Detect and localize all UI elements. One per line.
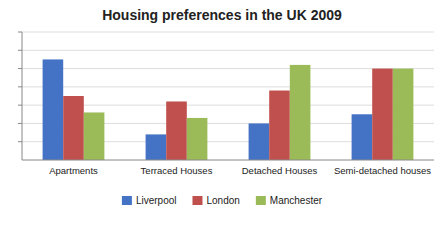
legend-label: Manchester xyxy=(270,195,323,206)
bar xyxy=(393,69,414,160)
bars xyxy=(43,59,414,160)
bar xyxy=(43,59,64,160)
y-tick xyxy=(18,68,22,69)
bar xyxy=(352,114,373,160)
legend: Liverpool London Manchester xyxy=(122,195,323,206)
y-axis-line xyxy=(22,32,23,160)
legend-label: Liverpool xyxy=(136,195,177,206)
title: Housing preferences in the UK 2009 xyxy=(102,7,342,23)
bar xyxy=(372,69,393,160)
y-tick xyxy=(18,105,22,106)
x-axis-line xyxy=(22,160,434,161)
y-tick xyxy=(18,123,22,124)
y-tick xyxy=(18,32,22,33)
legend-item: Liverpool xyxy=(122,195,177,206)
y-tick xyxy=(18,50,22,51)
grid-line xyxy=(22,32,434,33)
chart-container: Housing preferences in the UK 2009 Apartm… xyxy=(0,0,444,233)
legend-swatch xyxy=(256,196,266,205)
bar xyxy=(146,134,167,160)
chart-svg: Housing preferences in the UK 2009 Apartm… xyxy=(0,0,444,233)
bar xyxy=(269,91,290,160)
x-tick-label: Detached Houses xyxy=(242,165,318,176)
y-tick xyxy=(18,141,22,142)
y-tick xyxy=(18,86,22,87)
legend-item: London xyxy=(192,195,239,206)
legend-item: Manchester xyxy=(256,195,323,206)
legend-swatch xyxy=(192,196,202,205)
legend-label: London xyxy=(206,195,239,206)
x-tick-label: Apartments xyxy=(49,165,98,176)
bar xyxy=(249,123,270,160)
grid-line xyxy=(22,50,434,51)
x-tick-label: Terraced Houses xyxy=(141,165,213,176)
bar xyxy=(166,101,187,160)
bar xyxy=(187,118,208,160)
x-tick-label: Semi-detached houses xyxy=(334,165,431,176)
bar xyxy=(84,112,105,160)
axes: Apartments Terraced Houses Detached Houses… xyxy=(22,32,434,176)
bar xyxy=(290,65,311,160)
legend-swatch xyxy=(122,196,132,205)
bar xyxy=(63,96,84,160)
